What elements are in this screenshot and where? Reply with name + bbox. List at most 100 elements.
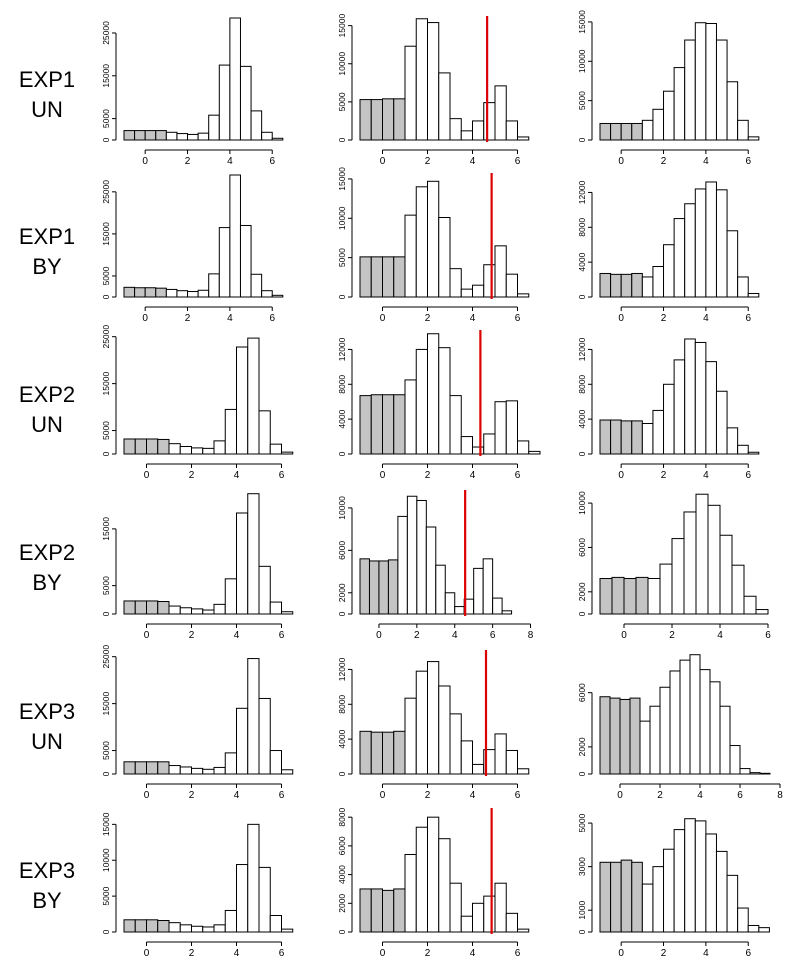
histogram-bar bbox=[483, 433, 496, 455]
histogram-bar bbox=[236, 346, 249, 455]
x-tick-label: 4 bbox=[470, 470, 476, 481]
x-tick-label: 4 bbox=[697, 790, 703, 801]
y-tick-label: 5000 bbox=[101, 741, 111, 760]
histogram-bar bbox=[236, 864, 249, 933]
histogram-bar bbox=[427, 180, 440, 298]
histogram-bar bbox=[454, 606, 465, 615]
histogram-bar-shaded bbox=[146, 600, 159, 615]
histogram-bar bbox=[494, 401, 507, 455]
histogram-bar bbox=[438, 217, 451, 298]
histogram-bar bbox=[179, 924, 192, 933]
histogram-bar bbox=[684, 818, 696, 933]
x-tick-label: 0 bbox=[380, 156, 386, 167]
histogram-bar-shaded bbox=[144, 130, 157, 141]
x-tick-label: 4 bbox=[234, 630, 240, 641]
histogram-bar bbox=[501, 610, 513, 615]
y-tick-label: 0 bbox=[577, 611, 587, 616]
y-tick-label: 0 bbox=[577, 137, 587, 142]
x-tick-label: 0 bbox=[618, 948, 624, 959]
histogram-bar bbox=[250, 110, 263, 141]
y-tick-label: 12000 bbox=[577, 180, 587, 204]
histogram-bar bbox=[737, 907, 749, 933]
experiment-label: EXP1 bbox=[18, 67, 76, 92]
row-label: EXP2 UN bbox=[2, 380, 92, 440]
y-tick-label: 0 bbox=[337, 929, 347, 934]
x-tick-label: 4 bbox=[470, 313, 476, 324]
histogram-bar bbox=[191, 608, 204, 615]
histogram-bar-shaded bbox=[382, 889, 395, 933]
y-tick-label: 4000 bbox=[577, 409, 587, 428]
histogram-bar-shaded bbox=[370, 394, 383, 455]
x-tick-label: 0 bbox=[144, 470, 150, 481]
y-tick-label: 5000 bbox=[101, 266, 111, 285]
histogram-bar bbox=[726, 230, 739, 298]
histogram-bar bbox=[494, 733, 507, 775]
histogram-bar-shaded bbox=[599, 578, 613, 615]
histogram-bar-shaded bbox=[393, 256, 406, 298]
histogram-bar bbox=[218, 227, 231, 298]
y-tick-label: 12000 bbox=[337, 337, 347, 361]
histogram-bar bbox=[494, 882, 507, 933]
histogram-bar bbox=[715, 39, 728, 141]
condition-label: BY bbox=[32, 254, 62, 279]
y-tick-label: 1000 bbox=[577, 900, 587, 919]
histogram-bar bbox=[427, 22, 440, 141]
histogram-bar bbox=[404, 853, 417, 933]
histogram-bar bbox=[202, 447, 215, 455]
histogram-bar bbox=[236, 707, 249, 775]
y-tick-label: 5000 bbox=[337, 92, 347, 111]
histogram-bar bbox=[269, 601, 282, 615]
histogram-bar bbox=[517, 440, 530, 455]
x-tick-label: 2 bbox=[189, 948, 195, 959]
histogram-bar-shaded bbox=[134, 438, 147, 455]
histogram-bar bbox=[659, 563, 673, 615]
histogram-bar bbox=[415, 826, 428, 933]
x-tick-label: 2 bbox=[425, 156, 431, 167]
y-tick-label: 0 bbox=[577, 929, 587, 934]
histogram-bar bbox=[415, 348, 428, 455]
y-tick-label: 5000 bbox=[577, 91, 587, 110]
histogram-bar-shaded bbox=[146, 919, 159, 933]
histogram-panel: 0 2 4 6 0 5000 10000 15000 bbox=[337, 14, 530, 167]
histogram-bar bbox=[669, 670, 681, 775]
y-tick-label: 6000 bbox=[577, 538, 587, 557]
x-tick-label: 2 bbox=[657, 790, 663, 801]
histogram-bar-shaded bbox=[393, 394, 406, 455]
histogram-panel: 0 2 4 6 0 5000 15000 25000 bbox=[101, 174, 284, 324]
y-tick-label: 8000 bbox=[577, 375, 587, 394]
histogram-bar-shaded bbox=[155, 130, 167, 141]
x-tick-label: 6 bbox=[269, 156, 275, 167]
x-tick-label: 2 bbox=[661, 156, 667, 167]
y-tick-label: 12000 bbox=[577, 337, 587, 361]
y-tick-label: 0 bbox=[101, 294, 111, 299]
histogram-bar bbox=[236, 512, 249, 615]
x-tick-label: 6 bbox=[515, 948, 521, 959]
histogram-bar bbox=[213, 440, 226, 455]
histogram-bar bbox=[483, 895, 496, 933]
histogram-bar-shaded bbox=[631, 122, 643, 141]
histogram-bar bbox=[271, 294, 284, 298]
histogram-bar bbox=[281, 928, 294, 933]
x-tick-label: 6 bbox=[515, 313, 521, 324]
y-tick-label: 5000 bbox=[101, 109, 111, 128]
x-tick-label: 2 bbox=[661, 470, 667, 481]
histogram-bar bbox=[737, 444, 749, 455]
histogram-bar bbox=[415, 186, 428, 298]
histogram-bar-shaded bbox=[611, 576, 625, 615]
histogram-bar-shaded bbox=[599, 419, 612, 455]
histogram-bar-shaded bbox=[370, 731, 383, 775]
y-tick-label: 10000 bbox=[337, 206, 347, 230]
y-tick-label: 0 bbox=[337, 451, 347, 456]
x-tick-label: 0 bbox=[618, 313, 624, 324]
histogram-bar bbox=[258, 697, 271, 775]
histogram-bar bbox=[168, 922, 181, 933]
histogram-bar-shaded bbox=[146, 761, 159, 775]
histogram-bar bbox=[505, 749, 518, 775]
histogram-bar-shaded bbox=[631, 272, 643, 298]
histogram-bar bbox=[517, 928, 530, 933]
histogram-bar bbox=[528, 450, 541, 455]
histogram-bar-shaded bbox=[599, 122, 612, 141]
histogram-bar bbox=[483, 264, 496, 298]
histogram-bar-shaded bbox=[157, 920, 170, 933]
x-tick-label: 4 bbox=[703, 313, 709, 324]
